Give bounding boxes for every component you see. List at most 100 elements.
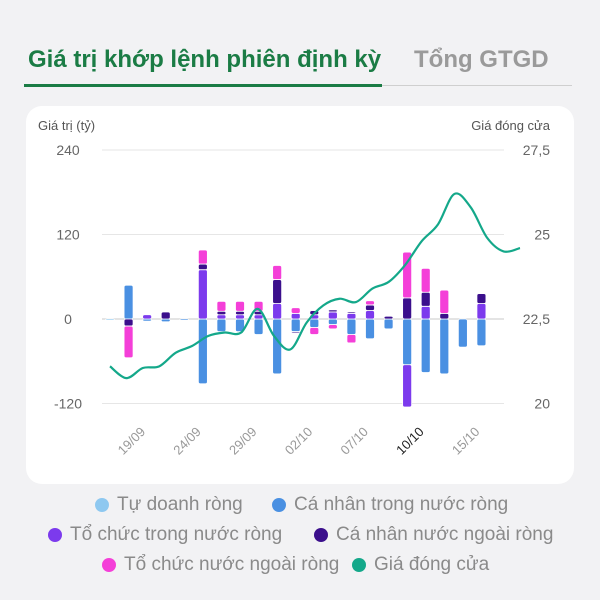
y-right-tick-label: 27,5 bbox=[523, 142, 550, 158]
bar-segment bbox=[383, 318, 394, 330]
bar-segment bbox=[309, 318, 320, 328]
bar-segment bbox=[327, 311, 338, 320]
bar-segment bbox=[216, 300, 227, 312]
bar-segment bbox=[197, 269, 208, 320]
bar-segment bbox=[216, 314, 227, 320]
y-right-tick-label: 20 bbox=[534, 396, 550, 412]
chart-card: Giá trị (tỷ) Giá đóng cửa 240 120 0 -120 27,… bbox=[26, 106, 574, 484]
y-left-tick-label: -120 bbox=[54, 396, 82, 412]
y-left-axis-label: Giá trị (tỷ) bbox=[38, 118, 95, 133]
bar-segment bbox=[457, 318, 468, 348]
bar-segment bbox=[197, 318, 208, 385]
tab-divider bbox=[382, 85, 572, 86]
bar-segment bbox=[420, 291, 431, 307]
x-tick-label: 15/10 bbox=[449, 424, 483, 458]
legend-row-1: Tự doanh ròng Cá nhân trong nước ròng bbox=[0, 494, 600, 522]
bar-segment bbox=[290, 307, 301, 314]
bar-segment bbox=[476, 318, 487, 347]
legend-label: Cá nhân trong nước ròng bbox=[294, 494, 509, 515]
y-right-tick-label: 22,5 bbox=[523, 311, 550, 327]
bar-segment bbox=[272, 303, 283, 320]
bar-segment bbox=[197, 263, 208, 271]
bar-segment bbox=[290, 312, 301, 320]
x-tick-label: 24/09 bbox=[170, 424, 204, 458]
legend-swatch bbox=[48, 528, 62, 542]
bar-segment bbox=[123, 318, 134, 327]
bar-segment bbox=[402, 297, 413, 320]
y-left-tick-label: 0 bbox=[64, 311, 72, 327]
bar-segment bbox=[439, 318, 450, 375]
bar-segment bbox=[253, 314, 264, 320]
legend-item-domestic-individual[interactable]: Cá nhân trong nước ròng bbox=[272, 494, 508, 516]
bar-segment bbox=[365, 300, 375, 306]
bar-segment bbox=[290, 318, 301, 333]
bar-segment bbox=[235, 310, 245, 316]
bar-segment bbox=[346, 311, 357, 314]
legend-label: Tổ chức nước ngoài ròng bbox=[124, 554, 340, 575]
bar-segment bbox=[142, 314, 153, 320]
bar-segment bbox=[235, 314, 245, 320]
chart-svg: Giá trị (tỷ) Giá đóng cửa 240 120 0 -120 27,… bbox=[38, 118, 551, 458]
bar-segment bbox=[402, 364, 413, 408]
bar-segment bbox=[216, 310, 227, 316]
bar-segment bbox=[309, 327, 320, 335]
bar-segment bbox=[160, 318, 171, 323]
bar-segment bbox=[160, 311, 171, 320]
bar-segment bbox=[327, 318, 338, 326]
y-left-tick-label: 120 bbox=[56, 227, 80, 243]
active-tab-indicator bbox=[24, 84, 382, 87]
legend-row-3: Tổ chức nước ngoài ròng Giá đóng cửa bbox=[0, 554, 600, 582]
legend-item-proprietary[interactable]: Tự doanh ròng bbox=[95, 494, 243, 516]
x-tick-label: 19/09 bbox=[115, 424, 149, 458]
bar-segment bbox=[365, 304, 375, 311]
bar-segment bbox=[439, 289, 450, 314]
chart-legend: Tự doanh ròng Cá nhân trong nước ròng Tổ… bbox=[0, 494, 600, 594]
bar-segment bbox=[179, 318, 190, 321]
bar-segment bbox=[272, 279, 283, 304]
legend-item-domestic-institution[interactable]: Tổ chức trong nước ròng bbox=[48, 524, 282, 546]
bar-segment bbox=[420, 305, 431, 320]
bar-segment bbox=[420, 318, 431, 373]
legend-swatch bbox=[314, 528, 328, 542]
bar-segment bbox=[105, 318, 115, 321]
bar-segment bbox=[123, 325, 134, 359]
legend-swatch bbox=[95, 498, 109, 512]
bar-segment bbox=[327, 324, 338, 330]
bar-segment bbox=[327, 309, 338, 313]
legend-item-foreign-institution[interactable]: Tổ chức nước ngoài ròng bbox=[102, 554, 339, 576]
bar-segment bbox=[253, 318, 264, 335]
bar-segment bbox=[123, 284, 134, 320]
legend-swatch bbox=[272, 498, 286, 512]
legend-item-closing-price[interactable]: Giá đóng cửa bbox=[352, 554, 489, 576]
legend-label: Tổ chức trong nước ròng bbox=[70, 524, 283, 545]
bar-segment bbox=[476, 293, 487, 304]
x-tick-label: 29/09 bbox=[226, 424, 260, 458]
bar-segment bbox=[383, 315, 394, 320]
bar-segment bbox=[420, 267, 431, 293]
legend-label: Tự doanh ròng bbox=[117, 494, 243, 515]
bar-segment bbox=[197, 249, 208, 265]
x-tick-label: 10/10 bbox=[393, 424, 427, 458]
bar-segment bbox=[402, 318, 413, 366]
bar-segment bbox=[346, 312, 357, 320]
tab-total-trading-value[interactable]: Tổng GTGD bbox=[414, 46, 549, 73]
legend-label: Cá nhân nước ngoài ròng bbox=[336, 524, 554, 545]
bar-segment bbox=[365, 310, 375, 320]
x-tick-label: 07/10 bbox=[337, 424, 371, 458]
bar-segment bbox=[272, 318, 283, 375]
legend-item-foreign-individual[interactable]: Cá nhân nước ngoài ròng bbox=[314, 524, 553, 546]
bar-segment bbox=[439, 312, 450, 320]
closing-price-line bbox=[109, 192, 521, 380]
tab-bar: Giá trị khớp lệnh phiên định kỳ Tổng GTG… bbox=[24, 40, 572, 88]
y-left-tick-label: 240 bbox=[56, 142, 80, 158]
x-tick-label: 02/10 bbox=[282, 424, 316, 458]
bar-segment bbox=[476, 303, 487, 320]
bar-segment bbox=[365, 318, 375, 340]
y-right-tick-label: 25 bbox=[534, 227, 550, 243]
legend-swatch bbox=[352, 558, 366, 572]
tab-matched-value[interactable]: Giá trị khớp lệnh phiên định kỳ bbox=[28, 46, 382, 73]
y-right-axis-label: Giá đóng cửa bbox=[471, 118, 551, 133]
bar-segment bbox=[216, 318, 227, 333]
bar-segment bbox=[346, 318, 357, 335]
legend-swatch bbox=[102, 558, 116, 572]
